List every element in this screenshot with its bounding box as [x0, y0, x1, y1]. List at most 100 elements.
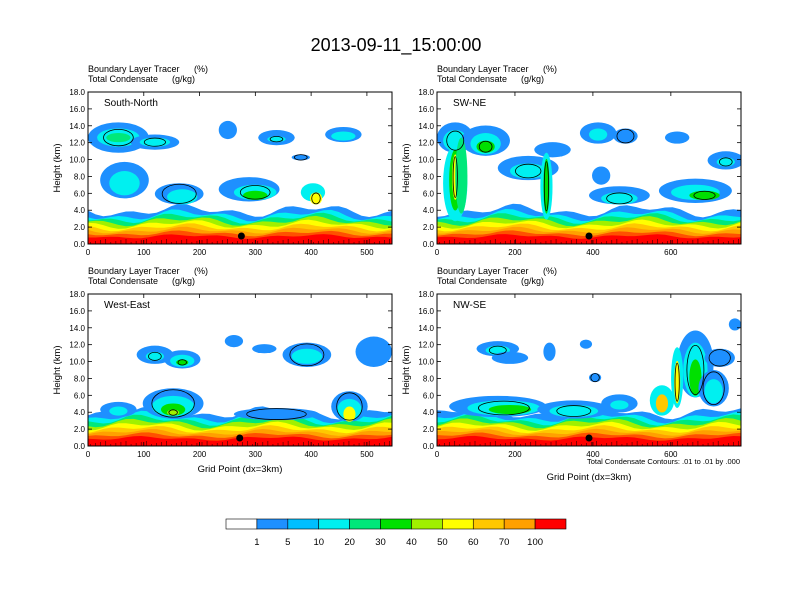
x-tick-label: 0: [86, 450, 91, 459]
colorbar-box-8: [472, 518, 505, 530]
plot-frame: [87, 91, 393, 245]
x-tick-label: 600: [664, 450, 678, 459]
condensate-contour-1: [177, 359, 187, 366]
tracer-blob-4: [176, 359, 189, 366]
tracer-blob-5: [224, 335, 244, 348]
condensate-contour-4: [702, 371, 725, 406]
y-axis-label: Height (km): [52, 345, 63, 394]
tracer-blob-15: [109, 406, 128, 416]
tracer-blob-2: [491, 351, 529, 364]
y-tick-label: 6.0: [74, 391, 86, 400]
y-tick-label: 12.0: [69, 341, 85, 350]
tracer-blob-19: [309, 192, 323, 205]
x-tick-label: 200: [508, 248, 522, 257]
tracer-blob-16: [613, 128, 638, 144]
colorbar-label: 30: [375, 537, 386, 548]
colorbar-box-9: [503, 518, 536, 530]
tracer-blob-25: [601, 192, 638, 205]
condensate-contour-3: [515, 163, 542, 179]
tracer-blob-12: [655, 394, 669, 413]
panel-subtitle-condensate-units: (g/kg): [521, 74, 544, 84]
condensate-contour-2: [686, 344, 705, 396]
y-tick-label: 8.0: [423, 172, 435, 181]
condensate-contour-3: [294, 154, 308, 161]
panel-subtitle-condensate: Total Condensate: [437, 74, 507, 84]
tracer-blob-7: [267, 136, 286, 143]
tracer-blob-5: [218, 120, 237, 140]
x-tick-label: 500: [360, 248, 374, 257]
heatmap-field: [437, 92, 741, 244]
tracer-blob-4: [476, 140, 495, 153]
heatmap-field: [437, 294, 741, 446]
condensate-contour-1: [143, 137, 166, 147]
location-marker: [236, 434, 244, 442]
y-tick-label: 0.0: [423, 442, 435, 451]
condensate-contour-7: [693, 190, 716, 200]
colorbar-box-3: [318, 518, 350, 530]
colorbar-label: 1: [254, 537, 259, 548]
panel-subtitle-field-units: (%): [194, 266, 208, 276]
x-tick-label: 0: [435, 450, 440, 459]
tracer-blob-3: [543, 342, 556, 361]
x-tick-label: 600: [664, 248, 678, 257]
x-tick-label: 400: [586, 248, 600, 257]
panel-subtitle-condensate-units: (g/kg): [521, 276, 544, 286]
tracer-blob-14: [167, 189, 198, 205]
tracer-blob-9: [355, 336, 392, 367]
panel-label: NW-SE: [453, 300, 486, 311]
y-tick-label: 16.0: [418, 307, 434, 316]
panel-label: West-East: [104, 300, 150, 311]
y-tick-label: 2.0: [423, 223, 435, 232]
y-tick-label: 16.0: [69, 105, 85, 114]
tracer-blob-13: [167, 409, 180, 416]
plot-frame: [436, 91, 742, 245]
condensate-contour-8: [606, 192, 633, 205]
tracer-blob-12: [109, 171, 140, 196]
y-tick-label: 4.0: [74, 408, 86, 417]
panel-subtitle-field: Boundary Layer Tracer: [437, 266, 529, 276]
colorbar-box-4: [349, 518, 381, 530]
x-axis-label: Grid Point (dx=3km): [547, 472, 632, 483]
tracer-blob-8: [689, 359, 702, 396]
y-tick-label: 6.0: [423, 189, 435, 198]
tracer-blob-22: [704, 348, 735, 367]
heatmap-field: [88, 92, 392, 244]
y-tick-label: 18.0: [418, 290, 434, 299]
panel-subtitle-field: Boundary Layer Tracer: [88, 266, 180, 276]
x-tick-label: 500: [360, 450, 374, 459]
y-tick-label: 14.0: [69, 324, 85, 333]
y-tick-label: 2.0: [74, 223, 86, 232]
colorbar-label: 10: [313, 537, 324, 548]
y-tick-label: 12.0: [418, 139, 434, 148]
location-marker: [585, 232, 593, 240]
x-tick-label: 200: [508, 450, 522, 459]
condensate-contour-0: [148, 351, 162, 361]
panel-subtitle-condensate: Total Condensate: [88, 74, 158, 84]
condensate-contour-note: Total Condensate Contours: .01 to .01 by…: [587, 457, 740, 466]
colorbar-box-6: [411, 518, 443, 530]
colorbar-label: 40: [406, 537, 417, 548]
y-tick-label: 14.0: [418, 324, 434, 333]
tracer-blob-15: [589, 128, 608, 141]
condensate-contour-2: [289, 343, 325, 367]
y-tick-label: 0.0: [74, 240, 86, 249]
y-tick-label: 12.0: [69, 139, 85, 148]
x-tick-label: 0: [435, 248, 440, 257]
colorbar-label: 50: [437, 537, 448, 548]
x-tick-label: 300: [249, 248, 263, 257]
tracer-blob-10: [509, 163, 547, 179]
condensate-contour-6: [556, 405, 592, 417]
figure-title: 2013-09-11_15:00:00: [311, 35, 482, 56]
tracer-blob-8: [291, 348, 323, 364]
y-tick-label: 4.0: [74, 206, 86, 215]
x-tick-label: 400: [304, 450, 318, 459]
condensate-contour-5: [616, 128, 635, 144]
y-tick-label: 10.0: [418, 358, 434, 367]
y-tick-label: 12.0: [418, 341, 434, 350]
y-tick-label: 6.0: [74, 189, 86, 198]
panel-subtitle-condensate: Total Condensate: [437, 276, 507, 286]
y-tick-label: 2.0: [423, 425, 435, 434]
tracer-blob-6: [252, 344, 277, 354]
panel-subtitle-field-units: (%): [194, 64, 208, 74]
condensate-contour-4: [161, 183, 197, 204]
